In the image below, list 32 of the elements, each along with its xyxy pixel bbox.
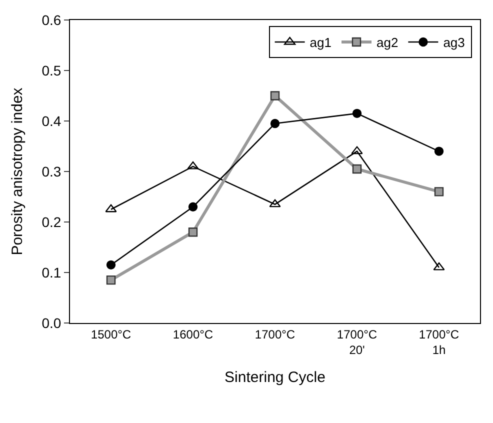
point xyxy=(188,228,198,237)
point xyxy=(270,91,280,100)
point xyxy=(106,275,116,285)
x-axis-title: Sintering Cycle xyxy=(224,369,326,386)
y-tick-label: 0.3 xyxy=(42,163,62,180)
y-tick-label: 0.0 xyxy=(42,314,62,331)
point xyxy=(352,164,362,174)
point xyxy=(351,146,363,154)
point xyxy=(352,108,362,118)
x-tick-label: 1500°C xyxy=(90,327,132,342)
y-tick-label: 0.2 xyxy=(42,214,62,230)
point xyxy=(269,199,281,208)
x-tick-label: 1700°C 1h xyxy=(418,327,460,357)
x-tick-label: 1700°C 20' xyxy=(336,327,378,357)
point xyxy=(187,161,199,170)
point xyxy=(433,262,445,270)
point xyxy=(106,260,116,270)
legend-label: ag1 xyxy=(310,35,332,50)
point xyxy=(188,202,198,212)
x-tick-label: 1600°C xyxy=(172,327,214,342)
x-tick-label: 1700°C xyxy=(254,327,296,342)
y-tick-label: 0.4 xyxy=(42,112,62,129)
point xyxy=(270,118,280,128)
y-axis-title: Porosity anisotropy index xyxy=(8,87,26,256)
y-tick-label: 0.5 xyxy=(42,62,62,78)
legend-label: ag3 xyxy=(443,35,465,50)
point xyxy=(434,146,444,156)
point xyxy=(105,204,117,212)
y-tick-label: 0.6 xyxy=(42,12,62,28)
point xyxy=(434,187,444,196)
legend-label: ag2 xyxy=(376,35,398,50)
y-tick-label: 0.1 xyxy=(42,264,62,280)
